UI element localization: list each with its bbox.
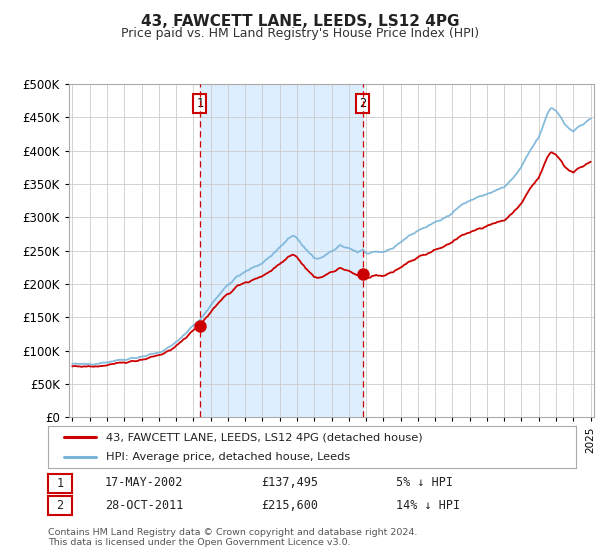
Text: £137,495: £137,495 xyxy=(261,476,318,489)
Bar xyxy=(200,84,363,417)
Text: 1: 1 xyxy=(56,477,64,490)
Text: £215,600: £215,600 xyxy=(261,498,318,512)
Text: 28-OCT-2011: 28-OCT-2011 xyxy=(105,498,184,512)
Text: Contains HM Land Registry data © Crown copyright and database right 2024.
This d: Contains HM Land Registry data © Crown c… xyxy=(48,528,418,547)
Text: 1: 1 xyxy=(196,97,203,110)
Text: Price paid vs. HM Land Registry's House Price Index (HPI): Price paid vs. HM Land Registry's House … xyxy=(121,27,479,40)
Text: 5% ↓ HPI: 5% ↓ HPI xyxy=(396,476,453,489)
Text: 43, FAWCETT LANE, LEEDS, LS12 4PG (detached house): 43, FAWCETT LANE, LEEDS, LS12 4PG (detac… xyxy=(106,432,423,442)
Text: 17-MAY-2002: 17-MAY-2002 xyxy=(105,476,184,489)
Text: 14% ↓ HPI: 14% ↓ HPI xyxy=(396,498,460,512)
Text: 2: 2 xyxy=(359,97,367,110)
Text: HPI: Average price, detached house, Leeds: HPI: Average price, detached house, Leed… xyxy=(106,452,350,461)
Text: 43, FAWCETT LANE, LEEDS, LS12 4PG: 43, FAWCETT LANE, LEEDS, LS12 4PG xyxy=(141,14,459,29)
Text: 2: 2 xyxy=(56,499,64,512)
